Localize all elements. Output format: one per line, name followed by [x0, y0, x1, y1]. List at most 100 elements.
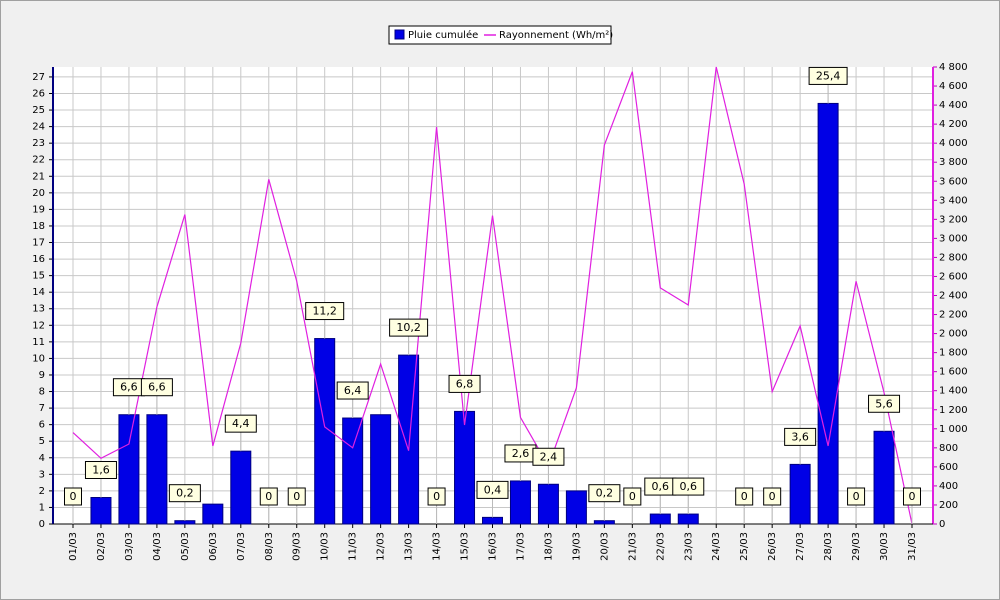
x-tick-label: 01/03 — [68, 532, 79, 561]
data-label-box — [763, 487, 782, 506]
data-label-box — [847, 487, 866, 506]
data-label: 0 — [293, 490, 300, 503]
data-label-box — [588, 484, 621, 503]
data-label: 6,8 — [456, 377, 474, 390]
data-label: 0 — [853, 490, 860, 503]
y-tick-label: 22 — [32, 155, 45, 166]
data-label: 0,4 — [484, 483, 502, 496]
data-label: 0 — [70, 490, 77, 503]
x-tick-label: 27/03 — [795, 532, 806, 561]
x-tick-label: 08/03 — [264, 532, 275, 561]
bar — [817, 102, 839, 525]
y-tick-label: 24 — [32, 122, 45, 133]
x-tick-label: 11/03 — [348, 532, 359, 561]
y-tick-label: 7 — [39, 403, 45, 414]
legend-swatch — [394, 29, 405, 40]
bar — [230, 450, 252, 525]
x-tick-label: 06/03 — [208, 532, 219, 561]
bar — [873, 430, 895, 525]
data-label-box — [476, 480, 509, 499]
data-label: 0 — [433, 490, 440, 503]
y-tick-label: 1 — [39, 502, 45, 513]
y2-tick-label: 2 400 — [939, 291, 968, 302]
y-tick-label: 13 — [32, 304, 45, 315]
bar — [789, 463, 811, 525]
bar — [202, 503, 224, 525]
x-tick-label: 14/03 — [432, 532, 443, 561]
y2-tick-label: 600 — [939, 462, 958, 473]
legend-label: Rayonnement (Wh/m²) — [499, 30, 613, 41]
y-tick-label: 19 — [32, 204, 45, 215]
y-tick-label: 15 — [32, 271, 45, 282]
data-label-box — [168, 484, 201, 503]
data-label: 0 — [265, 490, 272, 503]
y-tick-label: 3 — [39, 469, 45, 480]
data-label-box — [868, 394, 901, 413]
data-label-box — [287, 487, 306, 506]
data-label: 2,4 — [540, 450, 558, 463]
x-tick-label: 07/03 — [236, 532, 247, 561]
data-label-box — [336, 381, 369, 400]
bar — [649, 513, 671, 525]
x-tick-label: 21/03 — [627, 532, 638, 561]
data-label: 2,6 — [512, 447, 530, 460]
x-tick-label: 29/03 — [851, 532, 862, 561]
x-tick-label: 13/03 — [404, 532, 415, 561]
x-tick-label: 17/03 — [515, 532, 526, 561]
bar — [454, 410, 476, 525]
legend: Pluie cumulée Rayonnement (Wh/m²) — [388, 25, 613, 45]
y2-tick-label: 4 200 — [939, 119, 968, 130]
data-label: 6,6 — [148, 381, 166, 394]
data-label: 3,6 — [791, 430, 809, 443]
y-tick-label: 10 — [32, 353, 45, 364]
data-label-box — [64, 487, 82, 506]
bar — [174, 520, 196, 525]
x-tick-label: 24/03 — [711, 532, 722, 561]
data-label-box — [735, 487, 754, 506]
data-label-box — [532, 447, 565, 466]
x-tick-label: 15/03 — [460, 532, 471, 561]
data-label-box — [784, 427, 817, 446]
bar — [593, 520, 615, 525]
y2-tick-label: 4 400 — [939, 100, 968, 111]
data-label: 0 — [909, 490, 916, 503]
y2-tick-label: 2 000 — [939, 329, 968, 340]
y-tick-label: 2 — [39, 486, 45, 497]
y2-tick-label: 0 — [939, 519, 945, 530]
y2-tick-label: 1 400 — [939, 386, 968, 397]
y2-tick-label: 200 — [939, 500, 958, 511]
y-tick-label: 8 — [39, 387, 45, 398]
bar — [314, 338, 336, 525]
y-tick-label: 6 — [39, 420, 45, 431]
y2-tick-label: 1 200 — [939, 405, 968, 416]
data-label: 0 — [629, 490, 636, 503]
x-tick-label: 03/03 — [124, 532, 135, 561]
data-label: 0,6 — [652, 480, 670, 493]
y2-tick-label: 2 600 — [939, 271, 968, 282]
y-tick-label: 23 — [32, 138, 45, 149]
bar — [118, 414, 140, 525]
bar — [90, 497, 112, 525]
y2-tick-label: 2 200 — [939, 310, 968, 321]
data-label: 0 — [741, 490, 748, 503]
data-label: 0,2 — [596, 487, 614, 500]
y2-tick-label: 800 — [939, 443, 958, 454]
x-tick-label: 05/03 — [180, 532, 191, 561]
data-label: 4,4 — [232, 417, 250, 430]
legend-label: Pluie cumulée — [408, 29, 478, 41]
x-tick-label: 10/03 — [320, 532, 331, 561]
data-label-box — [305, 302, 345, 321]
y2-tick-label: 3 600 — [939, 176, 968, 187]
y-tick-label: 0 — [39, 519, 45, 530]
y-tick-label: 17 — [32, 238, 45, 249]
y2-tick-label: 4 000 — [939, 138, 968, 149]
bar — [677, 513, 699, 525]
x-tick-label: 30/03 — [879, 532, 890, 561]
bar — [146, 414, 168, 525]
y-tick-label: 26 — [32, 88, 45, 99]
x-tick-label: 22/03 — [655, 532, 666, 561]
bar — [537, 483, 559, 525]
x-tick-label: 19/03 — [571, 532, 582, 561]
data-label-box — [84, 461, 117, 480]
line — [72, 66, 913, 525]
